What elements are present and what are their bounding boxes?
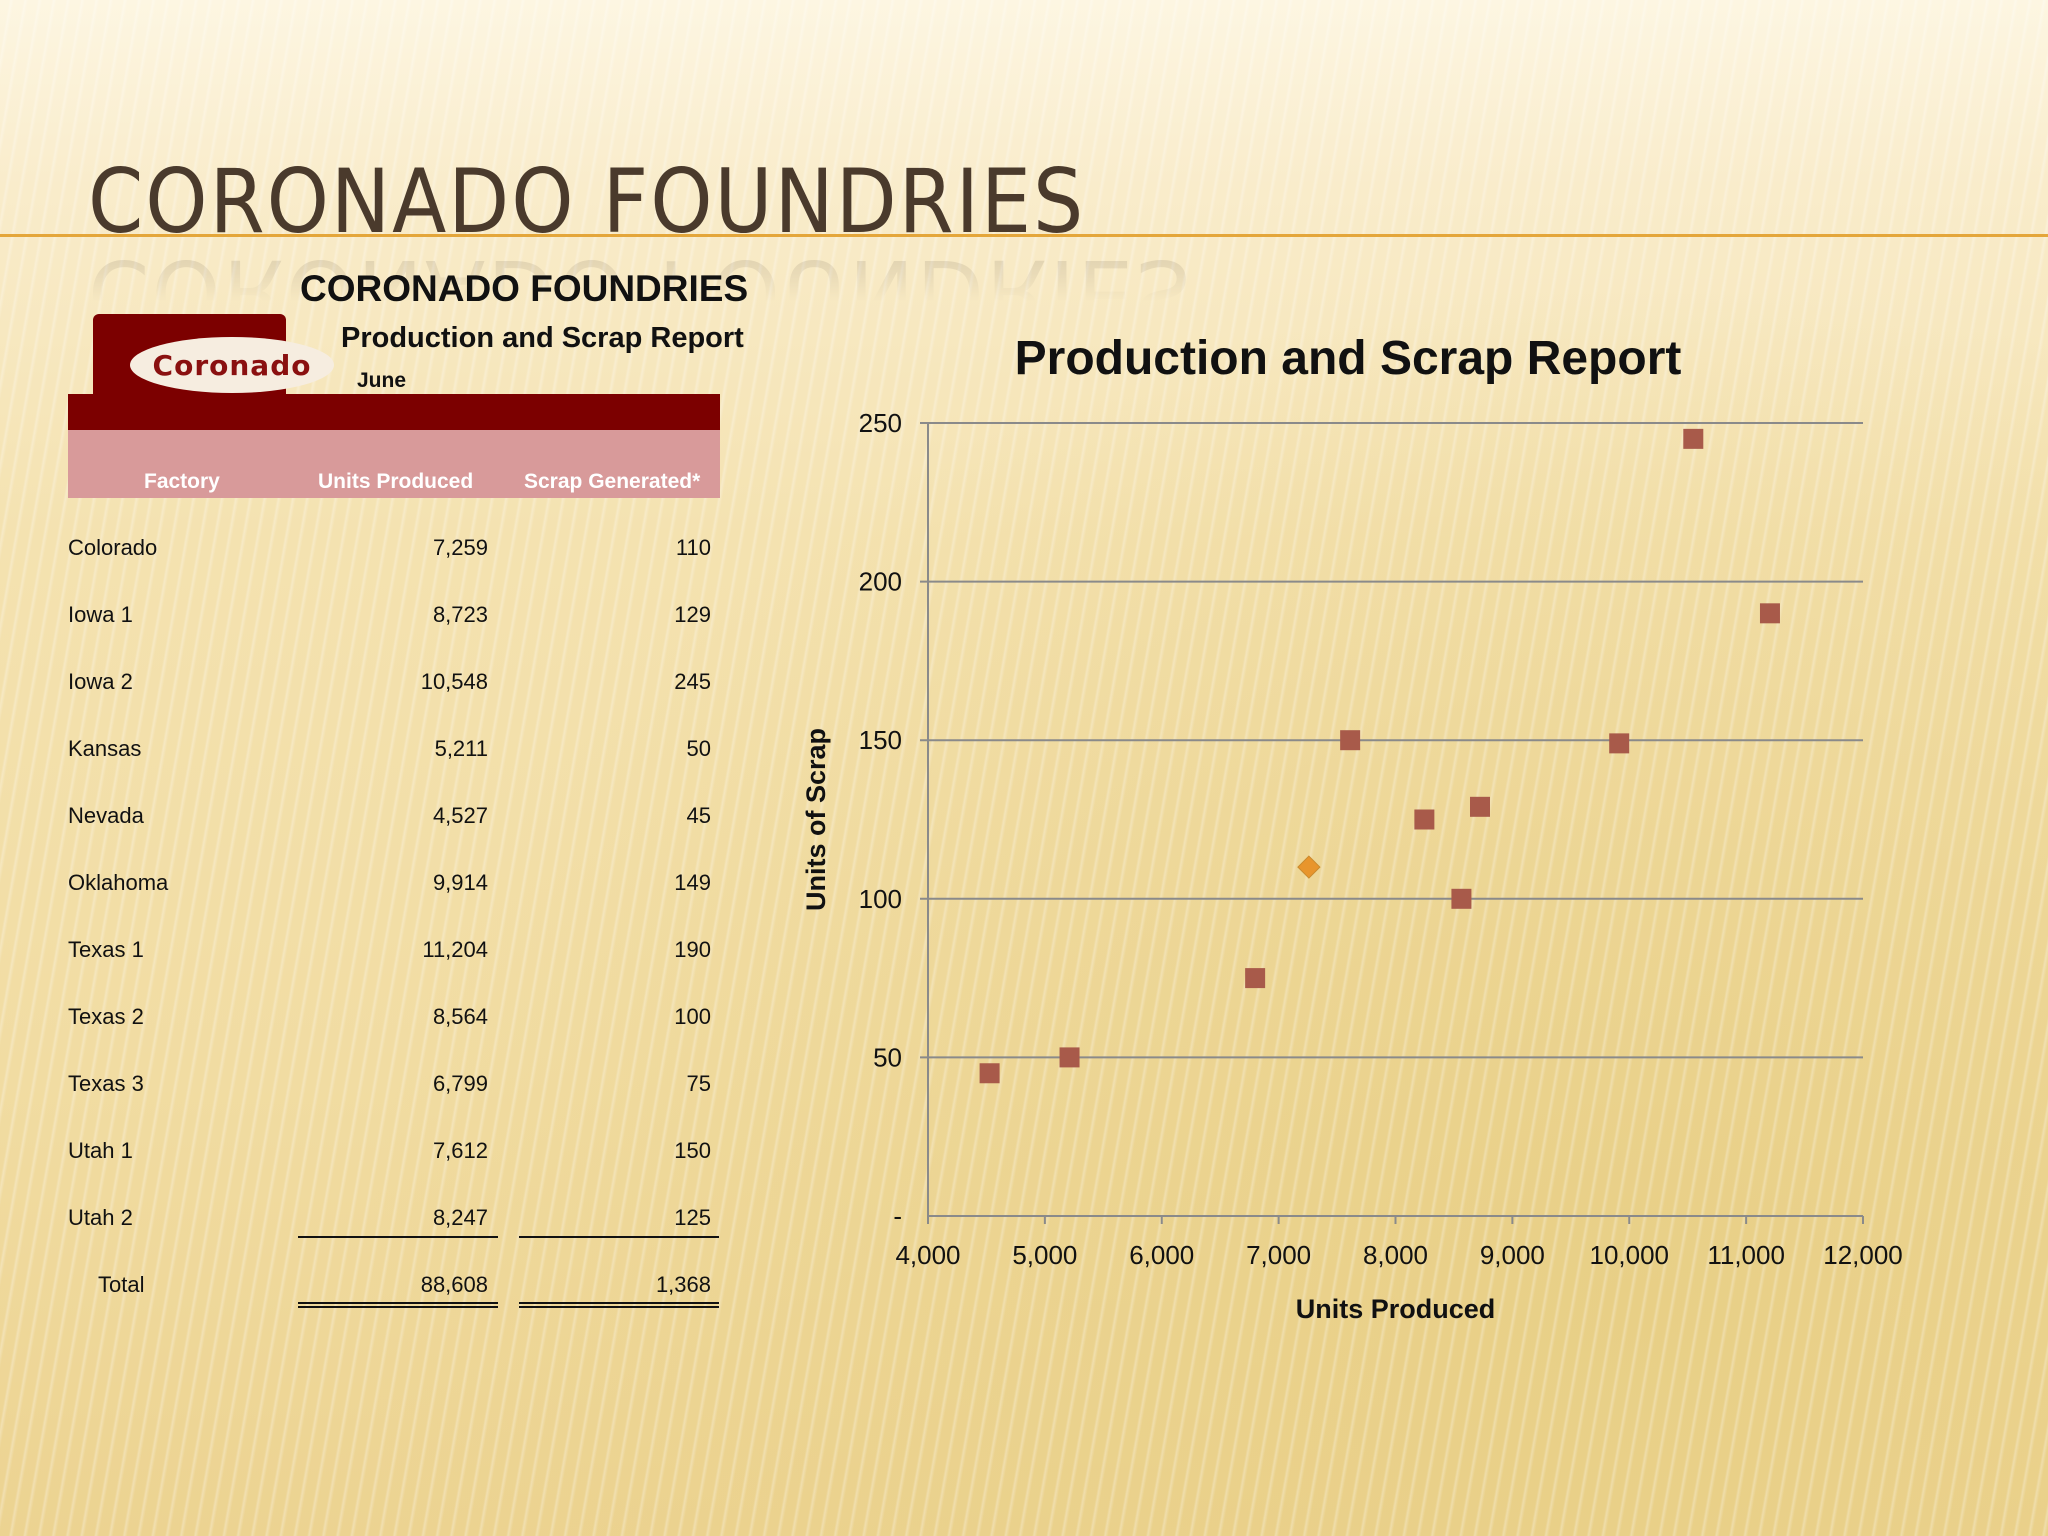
- row-factory: Texas 2: [68, 1004, 144, 1029]
- title-divider: [0, 234, 2048, 237]
- report-company: CORONADO FOUNDRIES: [300, 268, 749, 309]
- x-tick-label: 4,000: [895, 1240, 960, 1270]
- total-units-produced: 88,608: [420, 1272, 488, 1297]
- data-point: [1609, 733, 1630, 754]
- row-scrap-generated: 129: [674, 602, 711, 627]
- total-scrap-generated: 1,368: [655, 1272, 711, 1297]
- report-subtitle: Production and Scrap Report: [341, 322, 744, 354]
- y-tick-label: -: [893, 1201, 902, 1231]
- row-scrap-generated: 75: [686, 1071, 711, 1096]
- y-axis-title: Units of Scrap: [801, 728, 831, 911]
- row-factory: Iowa 1: [68, 602, 133, 627]
- coronado-logo: Coronado: [130, 337, 334, 393]
- slide-title: CORONADO FOUNDRIES: [88, 150, 1086, 253]
- total-double-rule: [298, 1302, 498, 1308]
- row-scrap-generated: 100: [674, 1004, 711, 1029]
- x-tick-label: 6,000: [1129, 1240, 1194, 1270]
- table-top-bar: [68, 394, 720, 430]
- row-units-produced: 11,204: [422, 937, 488, 962]
- row-scrap-generated: 50: [686, 736, 711, 761]
- row-units-produced: 5,211: [434, 736, 488, 761]
- x-tick-label: 11,000: [1707, 1240, 1785, 1270]
- data-point: [1451, 888, 1472, 909]
- row-factory: Iowa 2: [68, 669, 133, 694]
- row-scrap-generated: 45: [686, 803, 711, 828]
- y-tick-label: 250: [859, 408, 902, 438]
- row-factory: Utah 1: [68, 1138, 133, 1163]
- row-units-produced: 8,564: [432, 1004, 488, 1029]
- row-units-produced: 4,527: [432, 803, 488, 828]
- x-tick-label: 8,000: [1363, 1240, 1428, 1270]
- row-scrap-generated: 245: [674, 669, 711, 694]
- data-point: [1245, 968, 1266, 989]
- y-tick-label: 100: [859, 884, 902, 914]
- x-tick-label: 10,000: [1589, 1240, 1669, 1270]
- row-scrap-generated: 125: [674, 1205, 711, 1230]
- data-point: [1683, 428, 1704, 449]
- row-units-produced: 8,723: [432, 602, 488, 627]
- data-point: [1414, 809, 1435, 830]
- row-scrap-generated: 110: [675, 535, 711, 560]
- header-scrap-generated: Scrap Generated*: [524, 470, 701, 493]
- x-tick-label: 5,000: [1012, 1240, 1077, 1270]
- data-point: [1759, 603, 1780, 624]
- scatter-chart: Production and Scrap Report - 50 100 150 200 2…: [801, 332, 1903, 1324]
- row-factory: Texas 1: [68, 937, 144, 962]
- data-point: [1340, 730, 1361, 751]
- row-scrap-generated: 150: [674, 1138, 711, 1163]
- x-tick-label: 9,000: [1480, 1240, 1545, 1270]
- header-units-produced: Units Produced: [318, 470, 474, 493]
- row-scrap-generated: 190: [674, 937, 711, 962]
- row-factory: Kansas: [68, 736, 142, 761]
- row-factory: Texas 3: [68, 1071, 144, 1096]
- x-tick-label: 7,000: [1246, 1240, 1311, 1270]
- chart-title: Production and Scrap Report: [1015, 332, 1682, 385]
- row-factory: Oklahoma: [68, 870, 169, 895]
- x-axis-title: Units Produced: [1296, 1294, 1496, 1324]
- subtotal-rule: [298, 1236, 498, 1238]
- row-units-produced: 7,612: [432, 1138, 488, 1163]
- row-factory: Utah 2: [68, 1205, 133, 1230]
- row-factory: Nevada: [68, 803, 144, 828]
- row-units-produced: 9,914: [432, 870, 488, 895]
- y-tick-label: 50: [873, 1042, 902, 1072]
- row-scrap-generated: 149: [674, 870, 711, 895]
- report-month: June: [357, 369, 407, 392]
- row-units-produced: 8,247: [432, 1205, 488, 1230]
- table-header-bar: [68, 430, 720, 498]
- row-units-produced: 10,548: [420, 669, 488, 694]
- y-tick-label: 200: [859, 567, 902, 597]
- y-tick-label: 150: [859, 725, 902, 755]
- subtotal-rule: [519, 1236, 719, 1238]
- row-factory: Colorado: [68, 535, 158, 560]
- header-factory: Factory: [144, 470, 220, 493]
- data-point: [979, 1063, 1000, 1084]
- data-point: [1470, 796, 1491, 817]
- total-label: Total: [98, 1272, 145, 1297]
- row-units-produced: 6,799: [432, 1071, 488, 1096]
- data-point: [1059, 1047, 1080, 1068]
- data-point-diamond: [1297, 855, 1321, 879]
- total-double-rule: [519, 1302, 719, 1308]
- x-tick-label: 12,000: [1823, 1240, 1903, 1270]
- row-units-produced: 7,259: [432, 535, 488, 560]
